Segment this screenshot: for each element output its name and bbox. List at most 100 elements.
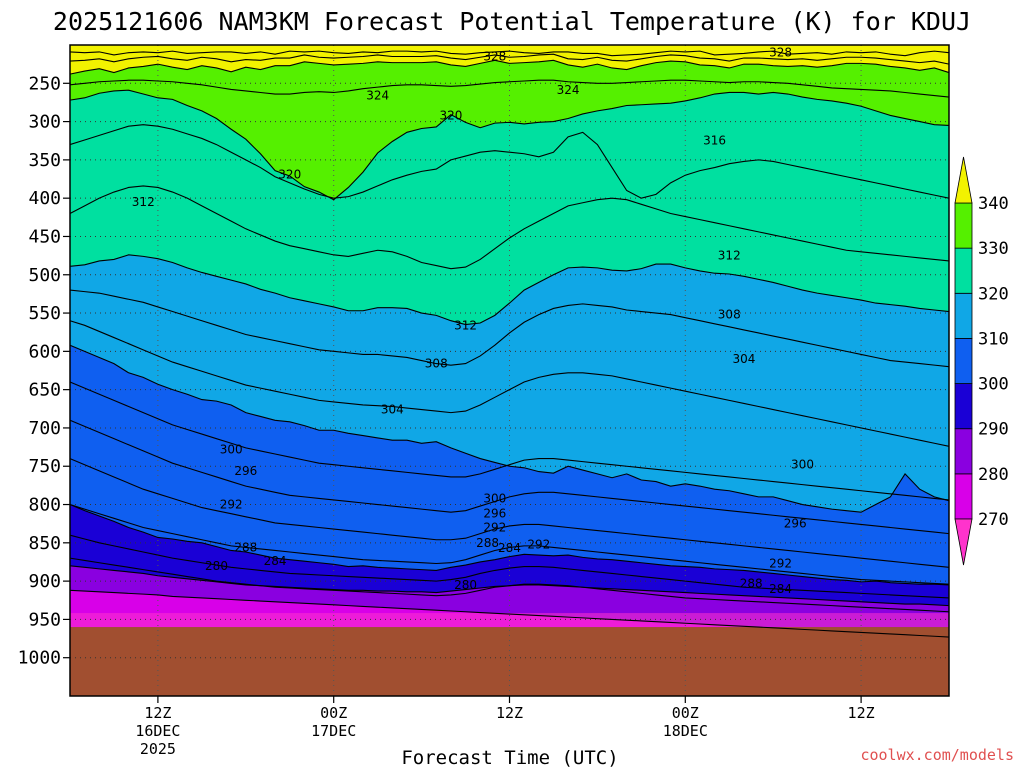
y-tick-label-600: 600 bbox=[28, 341, 61, 362]
y-tick-label-950: 950 bbox=[28, 609, 61, 630]
contour-label-31: 280 bbox=[454, 578, 477, 592]
contour-label-22: 292 bbox=[527, 537, 550, 551]
y-tick-label-750: 750 bbox=[28, 456, 61, 477]
contour-label-14: 300 bbox=[220, 442, 243, 456]
isentrope-296 bbox=[69, 419, 950, 535]
grid-lines bbox=[70, 45, 949, 696]
y-tick-label-800: 800 bbox=[28, 495, 61, 516]
colorbar-swatch-290 bbox=[954, 383, 973, 430]
x-tick-label-42-1: 18DEC bbox=[663, 722, 708, 740]
y-tick-label-500: 500 bbox=[28, 265, 61, 286]
contour-label-17: 296 bbox=[234, 464, 257, 478]
contour-label-11: 308 bbox=[425, 357, 448, 371]
contour-label-16: 300 bbox=[483, 491, 506, 505]
contour-label-29: 284 bbox=[769, 582, 792, 596]
ground-fill bbox=[70, 627, 949, 696]
contour-label-10: 308 bbox=[718, 308, 741, 322]
credit-link[interactable]: coolwx.com/models bbox=[860, 746, 1014, 764]
colorbar-label-270: 270 bbox=[978, 510, 1009, 530]
colorbar: 270 280 290 300 310 320 330 340 bbox=[954, 156, 1009, 566]
y-tick-label-700: 700 bbox=[28, 418, 61, 439]
contour-label-12: 304 bbox=[732, 352, 755, 366]
contour-label-18: 296 bbox=[483, 507, 506, 521]
contour-label-4: 320 bbox=[439, 108, 462, 122]
contour-label-15: 300 bbox=[791, 458, 814, 472]
contour-label-7: 312 bbox=[132, 195, 155, 209]
chart-title: 2025121606 NAM3KM Forecast Potential Tem… bbox=[53, 7, 971, 36]
isentrope-292 bbox=[69, 458, 950, 568]
contour-label-20: 292 bbox=[220, 498, 243, 512]
contour-label-13: 304 bbox=[381, 403, 404, 417]
contour-label-26: 288 bbox=[740, 576, 763, 590]
contour-label-3: 324 bbox=[557, 83, 580, 97]
contour-label-23: 292 bbox=[769, 557, 792, 571]
colorbar-label-300: 300 bbox=[978, 375, 1009, 395]
colorbar-swatch-280 bbox=[954, 428, 973, 475]
colorbar-swatch-300 bbox=[954, 338, 973, 384]
y-tick-label-400: 400 bbox=[28, 188, 61, 209]
x-tick-label-30-0: 12Z bbox=[496, 704, 523, 722]
contour-280 bbox=[69, 565, 950, 607]
contour-label-19: 296 bbox=[784, 517, 807, 531]
isentrope-lines bbox=[69, 50, 950, 638]
contour-300 bbox=[69, 344, 950, 513]
isentrope-304 bbox=[69, 320, 950, 447]
colorbar-swatch-320 bbox=[954, 247, 973, 294]
x-tick-label-6-2: 2025 bbox=[140, 740, 176, 758]
y-tick-label-850: 850 bbox=[28, 533, 61, 554]
contour-label-1: 328 bbox=[769, 46, 792, 60]
x-axis-label: Forecast Time (UTC) bbox=[401, 747, 618, 768]
colorbar-swatch-310 bbox=[954, 292, 973, 339]
contour-340 bbox=[69, 50, 950, 57]
colorbar-label-320: 320 bbox=[978, 284, 1009, 304]
y-tick-label-250: 250 bbox=[28, 73, 61, 94]
isentrope-324 bbox=[69, 79, 950, 98]
isentrope-328 bbox=[69, 53, 950, 65]
ground-region bbox=[70, 627, 949, 696]
y-tick-label-450: 450 bbox=[28, 226, 61, 247]
isentrope-284 bbox=[69, 534, 950, 599]
y-tick-label-300: 300 bbox=[28, 112, 61, 133]
contour-label-30: 280 bbox=[205, 559, 228, 573]
isentrope-312 bbox=[69, 185, 950, 270]
y-tick-label-650: 650 bbox=[28, 380, 61, 401]
y-tick-label-1000: 1000 bbox=[18, 648, 61, 669]
colorbar-label-330: 330 bbox=[978, 239, 1009, 259]
isentrope-316 bbox=[69, 124, 950, 199]
colorbar-label-280: 280 bbox=[978, 465, 1009, 485]
contour-label-6: 316 bbox=[703, 134, 726, 148]
colorbar-over-arrow bbox=[954, 156, 973, 204]
contour-label-25: 288 bbox=[476, 536, 499, 550]
colorbar-label-310: 310 bbox=[978, 329, 1009, 349]
isentrope-288 bbox=[69, 504, 950, 585]
x-tick-label-6-1: 16DEC bbox=[135, 722, 180, 740]
contour-310 bbox=[69, 254, 950, 326]
contour-labels: 328 328 324 324 320 320 316 312 312 312 308 308 304 3… bbox=[132, 46, 814, 596]
contour-label-9: 312 bbox=[454, 318, 477, 332]
isentrope-300 bbox=[69, 381, 950, 501]
x-tick-label-54-0: 12Z bbox=[848, 704, 875, 722]
contour-label-21: 292 bbox=[483, 521, 506, 535]
y-axis: 250 300 350 400 450 500 550 600 650 700 750 800 850 9… bbox=[18, 73, 70, 669]
contour-label-2: 324 bbox=[366, 89, 389, 103]
colorbar-label-340: 340 bbox=[978, 194, 1009, 214]
contour-label-0: 328 bbox=[483, 49, 506, 63]
contour-label-28: 284 bbox=[498, 541, 521, 555]
colorbar-swatch-270 bbox=[954, 473, 973, 520]
contour-label-5: 320 bbox=[278, 167, 301, 181]
contour-label-8: 312 bbox=[718, 249, 741, 263]
contour-330 bbox=[69, 59, 950, 75]
colorbar-label-290: 290 bbox=[978, 420, 1009, 440]
x-tick-label-42-0: 00Z bbox=[672, 704, 699, 722]
contour-270 bbox=[69, 589, 950, 638]
x-tick-label-18-0: 00Z bbox=[320, 704, 347, 722]
contour-290 bbox=[69, 504, 950, 586]
contour-320 bbox=[69, 89, 950, 201]
contour-label-27: 284 bbox=[264, 554, 287, 568]
colorbar-swatch-330 bbox=[954, 202, 973, 249]
colorbar-under-arrow bbox=[954, 518, 973, 566]
x-tick-label-18-1: 17DEC bbox=[311, 722, 356, 740]
y-tick-label-900: 900 bbox=[28, 571, 61, 592]
